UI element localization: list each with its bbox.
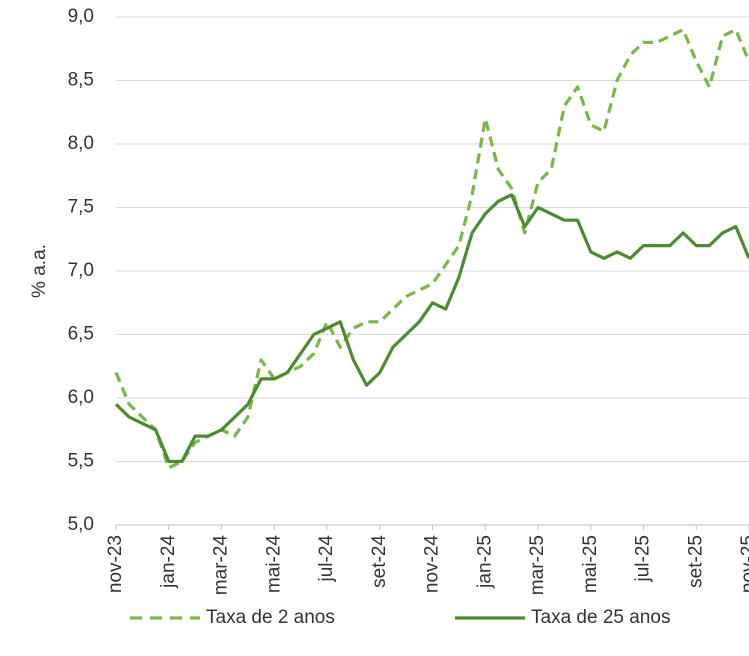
- x-tick-label: nov-24: [422, 535, 443, 594]
- x-tick-label: nov-23: [105, 535, 126, 593]
- y-tick-label: 7,0: [68, 260, 94, 281]
- series-line: [114, 28, 749, 470]
- y-tick-label: 9,0: [68, 6, 94, 27]
- y-tick-label: 8,5: [68, 70, 94, 91]
- x-tick-label: jul-24: [316, 535, 337, 583]
- y-tick-label: 7,5: [68, 197, 94, 218]
- y-tick-label: 6,0: [68, 387, 94, 408]
- x-tick-label: mar-24: [211, 535, 232, 596]
- y-tick-label: 5,0: [68, 514, 94, 535]
- x-tick-label: mai-25: [580, 535, 601, 593]
- x-tick-label: jan-24: [158, 535, 179, 589]
- y-axis-label: % a.a.: [29, 244, 50, 298]
- legend-label: Taxa de 2 anos: [206, 607, 335, 628]
- legend-label: Taxa de 25 anos: [531, 607, 670, 628]
- x-tick-label: mar-25: [527, 535, 548, 595]
- series-line: [114, 193, 749, 464]
- x-tick-label: jul-25: [633, 535, 654, 582]
- x-tick-label: mai-24: [263, 535, 284, 594]
- y-tick-label: 8,0: [68, 133, 94, 154]
- y-tick-label: 6,5: [68, 324, 94, 345]
- x-tick-label: nov-25: [738, 535, 749, 593]
- x-tick-label: set-24: [369, 535, 390, 588]
- y-tick-label: 5,5: [68, 451, 94, 472]
- x-tick-label: jan-25: [474, 535, 495, 589]
- x-tick-label: set-25: [685, 535, 706, 588]
